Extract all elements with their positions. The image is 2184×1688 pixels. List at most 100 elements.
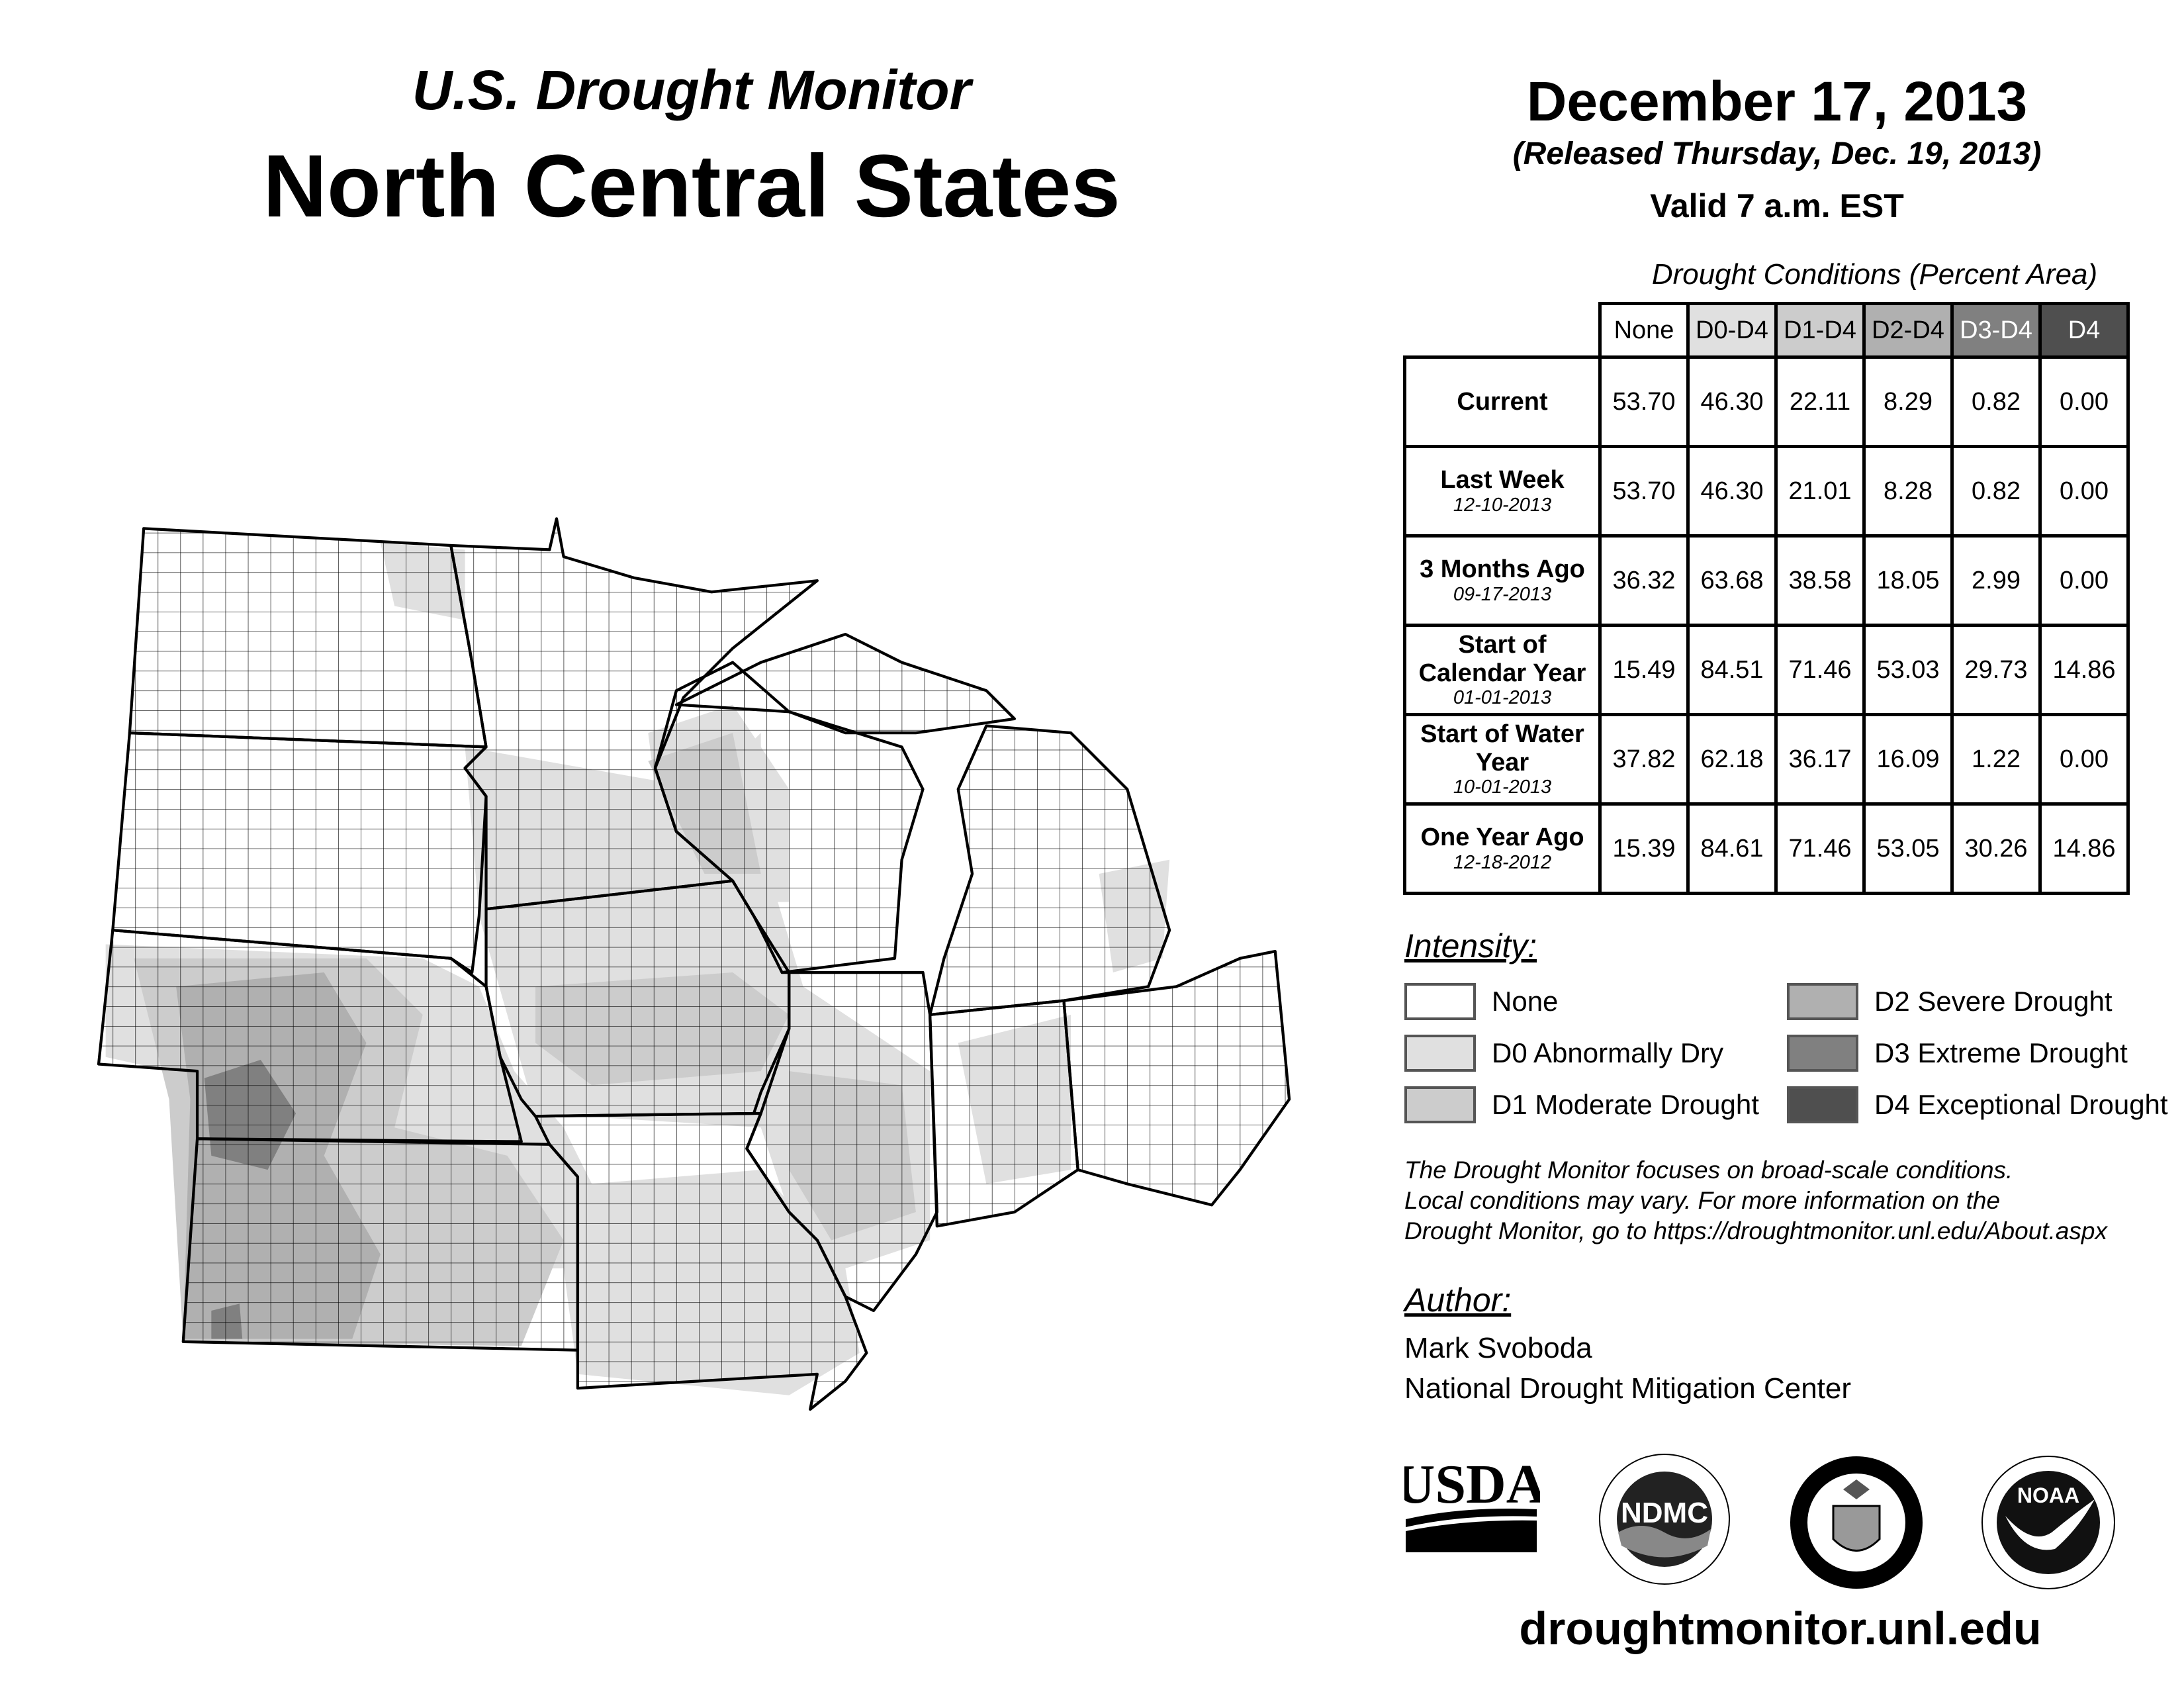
table-cell: 21.01 bbox=[1774, 445, 1866, 538]
state-iowa bbox=[484, 879, 791, 1118]
table-caption: Drought Conditions (Percent Area) bbox=[1651, 258, 2098, 291]
table-cell: 16.09 bbox=[1862, 713, 1954, 806]
table-cell: 53.70 bbox=[1598, 355, 1690, 448]
legend-label: None bbox=[1492, 986, 1559, 1017]
legend-label: D0 Abnormally Dry bbox=[1492, 1037, 1724, 1068]
state-north-dakota bbox=[128, 527, 488, 749]
table-cell: 36.32 bbox=[1598, 534, 1690, 627]
legend-item: None bbox=[1404, 983, 1558, 1020]
noaa-logo: NOAA bbox=[1981, 1456, 2115, 1589]
row-label: Current bbox=[1403, 355, 1602, 448]
table-cell: 84.61 bbox=[1686, 802, 1778, 895]
table-cell: 22.11 bbox=[1774, 355, 1866, 448]
state-michigan-upper bbox=[674, 632, 1017, 735]
legend-label: D3 Extreme Drought bbox=[1874, 1037, 2128, 1068]
row-label-text: One Year Ago bbox=[1420, 823, 1584, 852]
row-date: 01-01-2013 bbox=[1453, 687, 1552, 709]
svg-text:USDA: USDA bbox=[1404, 1454, 1540, 1515]
column-header: D4 bbox=[2038, 302, 2130, 359]
legend-title: Intensity: bbox=[1404, 927, 1537, 964]
row-label-text: Start of Calendar Year bbox=[1418, 631, 1586, 687]
page-title: North Central States bbox=[263, 137, 1120, 236]
table-row: Current 53.70 46.30 22.11 8.29 0.82 0.00 bbox=[1403, 355, 2130, 448]
legend-label: D1 Moderate Drought bbox=[1492, 1089, 1759, 1120]
legend-item: D0 Abnormally Dry bbox=[1404, 1035, 1723, 1072]
table-row: Start of Calendar Year 01-01-2013 15.49 84.… bbox=[1403, 624, 2130, 716]
state-nebraska bbox=[97, 929, 523, 1143]
table-cell: 71.46 bbox=[1774, 624, 1866, 716]
subtitle: U.S. Drought Monitor bbox=[412, 59, 972, 121]
row-label-text: 3 Months Ago bbox=[1420, 555, 1585, 584]
footer-url[interactable]: droughtmonitor.unl.edu bbox=[1519, 1603, 2042, 1654]
table-cell: 53.03 bbox=[1862, 624, 1954, 716]
svg-text:NOAA: NOAA bbox=[2017, 1483, 2079, 1507]
legend-swatch bbox=[1404, 1086, 1476, 1123]
table-cell: 30.26 bbox=[1950, 802, 2042, 895]
row-date: 12-10-2013 bbox=[1453, 494, 1552, 516]
legend-item: D2 Severe Drought bbox=[1787, 983, 2113, 1020]
column-header: D2-D4 bbox=[1862, 302, 1954, 359]
table-cell: 71.46 bbox=[1774, 802, 1866, 895]
disclaimer-line: The Drought Monitor focuses on broad-sca… bbox=[1404, 1156, 2013, 1184]
legend-item: D3 Extreme Drought bbox=[1787, 1035, 2128, 1072]
legend-swatch bbox=[1404, 983, 1476, 1020]
table-cell: 29.73 bbox=[1950, 624, 2042, 716]
legend-swatch bbox=[1787, 1035, 1858, 1072]
table-cell: 0.00 bbox=[2038, 534, 2130, 627]
state-michigan-lower bbox=[929, 724, 1171, 1017]
row-label: 3 Months Ago 09-17-2013 bbox=[1403, 534, 1602, 627]
drought-conditions-table: None D0-D4 D1-D4 D2-D4 D3-D4 D4 Current 53.70 4… bbox=[1403, 302, 2130, 895]
state-kansas bbox=[181, 1137, 580, 1352]
table-row: Start of Water Year 10-01-2013 37.82 62.18 3… bbox=[1403, 713, 2130, 806]
table-cell: 0.00 bbox=[2038, 445, 2130, 538]
ndmc-logo: NDMC bbox=[1599, 1454, 1730, 1585]
table-cell: 36.17 bbox=[1774, 713, 1866, 806]
table-cell: 63.68 bbox=[1686, 534, 1778, 627]
table-cell: 84.51 bbox=[1686, 624, 1778, 716]
table-row: 3 Months Ago 09-17-2013 36.32 63.68 38.58 18.… bbox=[1403, 534, 2130, 627]
column-header: D3-D4 bbox=[1950, 302, 2042, 359]
row-label-text: Current bbox=[1457, 387, 1548, 416]
state-outlines bbox=[97, 517, 1291, 1411]
legend-swatch bbox=[1787, 983, 1858, 1020]
table-cell: 1.22 bbox=[1950, 713, 2042, 806]
svg-text:NDMC: NDMC bbox=[1621, 1497, 1708, 1529]
legend-item: D1 Moderate Drought bbox=[1404, 1086, 1759, 1123]
column-header: None bbox=[1598, 302, 1690, 359]
table-cell: 46.30 bbox=[1686, 355, 1778, 448]
table-cell: 38.58 bbox=[1774, 534, 1866, 627]
table-cell: 8.29 bbox=[1862, 355, 1954, 448]
row-label: Start of Water Year 10-01-2013 bbox=[1403, 713, 1602, 806]
table-cell: 0.82 bbox=[1950, 355, 2042, 448]
table-cell: 0.82 bbox=[1950, 445, 2042, 538]
table-cell: 37.82 bbox=[1598, 713, 1690, 806]
column-header: D1-D4 bbox=[1774, 302, 1866, 359]
legend-item: D4 Exceptional Drought bbox=[1787, 1086, 2168, 1123]
valid-time: Valid 7 a.m. EST bbox=[1650, 187, 1904, 224]
table-cell: 46.30 bbox=[1686, 445, 1778, 538]
table-cell: 53.05 bbox=[1862, 802, 1954, 895]
legend-label: D2 Severe Drought bbox=[1874, 986, 2113, 1017]
row-label: Start of Calendar Year 01-01-2013 bbox=[1403, 624, 1602, 716]
legend-label: D4 Exceptional Drought bbox=[1874, 1089, 2168, 1120]
table-corner bbox=[1404, 303, 1600, 359]
table-cell: 18.05 bbox=[1862, 534, 1954, 627]
doc-seal-logo bbox=[1790, 1456, 1923, 1589]
legend-swatch bbox=[1787, 1086, 1858, 1123]
legend-swatch bbox=[1404, 1035, 1476, 1072]
table-row: One Year Ago 12-18-2012 15.39 84.61 71.46 53.… bbox=[1403, 802, 2130, 895]
map-date: December 17, 2013 bbox=[1526, 70, 2028, 132]
row-label-text: Last Week bbox=[1440, 466, 1565, 494]
table-cell: 0.00 bbox=[2038, 713, 2130, 806]
table-cell: 15.39 bbox=[1598, 802, 1690, 895]
disclaimer: The Drought Monitor focuses on broad-sca… bbox=[1404, 1155, 2107, 1246]
disclaimer-line: Local conditions may vary. For more info… bbox=[1404, 1187, 2001, 1214]
author-org: National Drought Mitigation Center bbox=[1404, 1372, 1852, 1405]
table-cell: 14.86 bbox=[2038, 624, 2130, 716]
table-cell: 14.86 bbox=[2038, 802, 2130, 895]
release-date: (Released Thursday, Dec. 19, 2013) bbox=[1512, 136, 2042, 171]
column-header: D0-D4 bbox=[1686, 302, 1778, 359]
author-name: Mark Svoboda bbox=[1404, 1332, 1592, 1364]
table-cell: 0.00 bbox=[2038, 355, 2130, 448]
row-label: Last Week 12-10-2013 bbox=[1403, 445, 1602, 538]
